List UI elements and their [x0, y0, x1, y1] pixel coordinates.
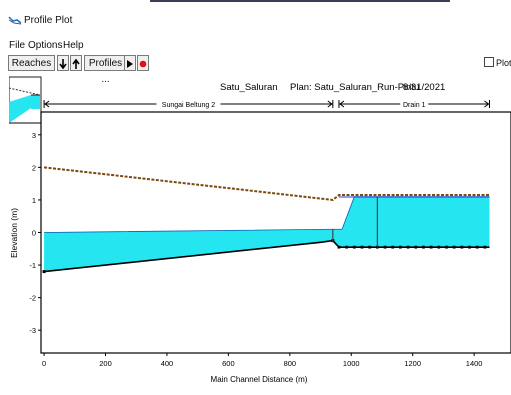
play-button[interactable] [124, 55, 136, 71]
menu-file[interactable]: File [9, 40, 26, 51]
reach-bars: Sungai Beltung 2 Drain 1 [43, 99, 490, 109]
y-tick-label: -1 [29, 261, 36, 270]
energy-grade-line [43, 166, 490, 201]
ground-marker [445, 245, 448, 249]
down-arrow-button[interactable] [57, 55, 69, 71]
y-tick-label: -3 [29, 326, 36, 335]
ground-marker [352, 245, 356, 249]
x-tick-label: 400 [161, 359, 174, 368]
y-tick-label: 1 [32, 196, 36, 205]
chart-layer [42, 166, 490, 274]
ground-marker [42, 270, 46, 274]
ground-marker [391, 245, 395, 249]
reach-arrow-right-icon [484, 100, 490, 108]
ground-marker [383, 245, 387, 249]
plot-river-name: Satu_Saluran [220, 82, 278, 93]
reach-label-bg [156, 99, 221, 109]
menu-help[interactable]: Help [63, 40, 84, 51]
profile-chart: Satu_Saluran Plan: Satu_Saluran_Run-Pint… [8, 76, 511, 384]
ground-marker [337, 245, 341, 249]
x-tick-label: 800 [284, 359, 297, 368]
screen-top-strip [0, 0, 511, 5]
ground-marker [368, 245, 372, 249]
record-icon [139, 60, 147, 68]
ground-marker [345, 245, 349, 249]
y-axis-label: Elevation (m) [9, 208, 19, 258]
reach-label-bg [400, 99, 429, 109]
profile-plot-app-icon [8, 16, 22, 25]
ground-marker [429, 245, 433, 249]
x-tick-label: 1000 [343, 359, 360, 368]
plot-plan-name: Plan: Satu_Saluran_Run-Pintu [290, 82, 419, 93]
record-button[interactable] [137, 55, 149, 71]
y-tick-label: 2 [32, 163, 36, 172]
profile-plot-area: Satu_Saluran Plan: Satu_Saluran_Run-Pint… [8, 75, 511, 390]
y-tick-label: 3 [32, 131, 36, 140]
plot-date: 8/31/2021 [403, 82, 445, 93]
ground-marker [399, 245, 402, 249]
ground-marker [422, 245, 425, 249]
x-tick-label: 1200 [404, 359, 421, 368]
menu-options[interactable]: Options [28, 40, 63, 51]
reach-label: Sungai Beltung 2 [162, 102, 215, 109]
ground-marker [360, 245, 364, 249]
reaches-button[interactable]: Reaches ... [8, 55, 55, 85]
checkbox-box[interactable] [484, 57, 494, 67]
plot-initial-label: Plot Ini [496, 58, 511, 68]
y-tick-label: -2 [29, 294, 36, 303]
down-arrow-icon [59, 59, 67, 70]
profiles-button[interactable]: Profiles ... [84, 55, 127, 85]
play-icon [127, 60, 133, 68]
ground-marker [437, 245, 441, 249]
y-tick-label: 0 [32, 229, 36, 238]
water-fill [44, 196, 490, 272]
ground-marker [460, 245, 464, 249]
ground-marker [414, 245, 418, 249]
reach-label: Drain 1 [403, 102, 426, 109]
menu-bar: File Options Help [0, 38, 511, 54]
top-dark-strip [150, 0, 450, 2]
reach-arrow-left-icon [339, 100, 345, 108]
reach-navigator-thumbnail[interactable] [8, 76, 42, 124]
ground-marker [475, 245, 479, 249]
x-tick-label: 200 [99, 359, 112, 368]
reach-arrow-right-icon [327, 100, 333, 108]
reach-arrow-left-icon [44, 100, 50, 108]
x-tick-label: 600 [222, 359, 235, 368]
toolbar: Reaches ... Profiles ... Plot Ini [0, 54, 511, 85]
plot-initial-checkbox[interactable]: Plot Ini [484, 57, 511, 68]
ground-marker [483, 245, 487, 249]
ground-marker [406, 245, 410, 249]
up-arrow-icon [72, 58, 80, 69]
window-title: Profile Plot [24, 15, 73, 26]
window-titlebar: Profile Plot [0, 6, 511, 32]
ground-marker [468, 245, 471, 249]
x-axis-label: Main Channel Distance (m) [211, 375, 308, 384]
ground-marker [452, 245, 456, 249]
x-tick-label: 1400 [466, 359, 483, 368]
up-arrow-button[interactable] [70, 55, 82, 71]
x-tick-label: 0 [42, 359, 46, 368]
axis-layer: 3 2 1 0 -1 -2 -3 0 200 400 600 800 1000 1200 1400 [29, 131, 482, 368]
